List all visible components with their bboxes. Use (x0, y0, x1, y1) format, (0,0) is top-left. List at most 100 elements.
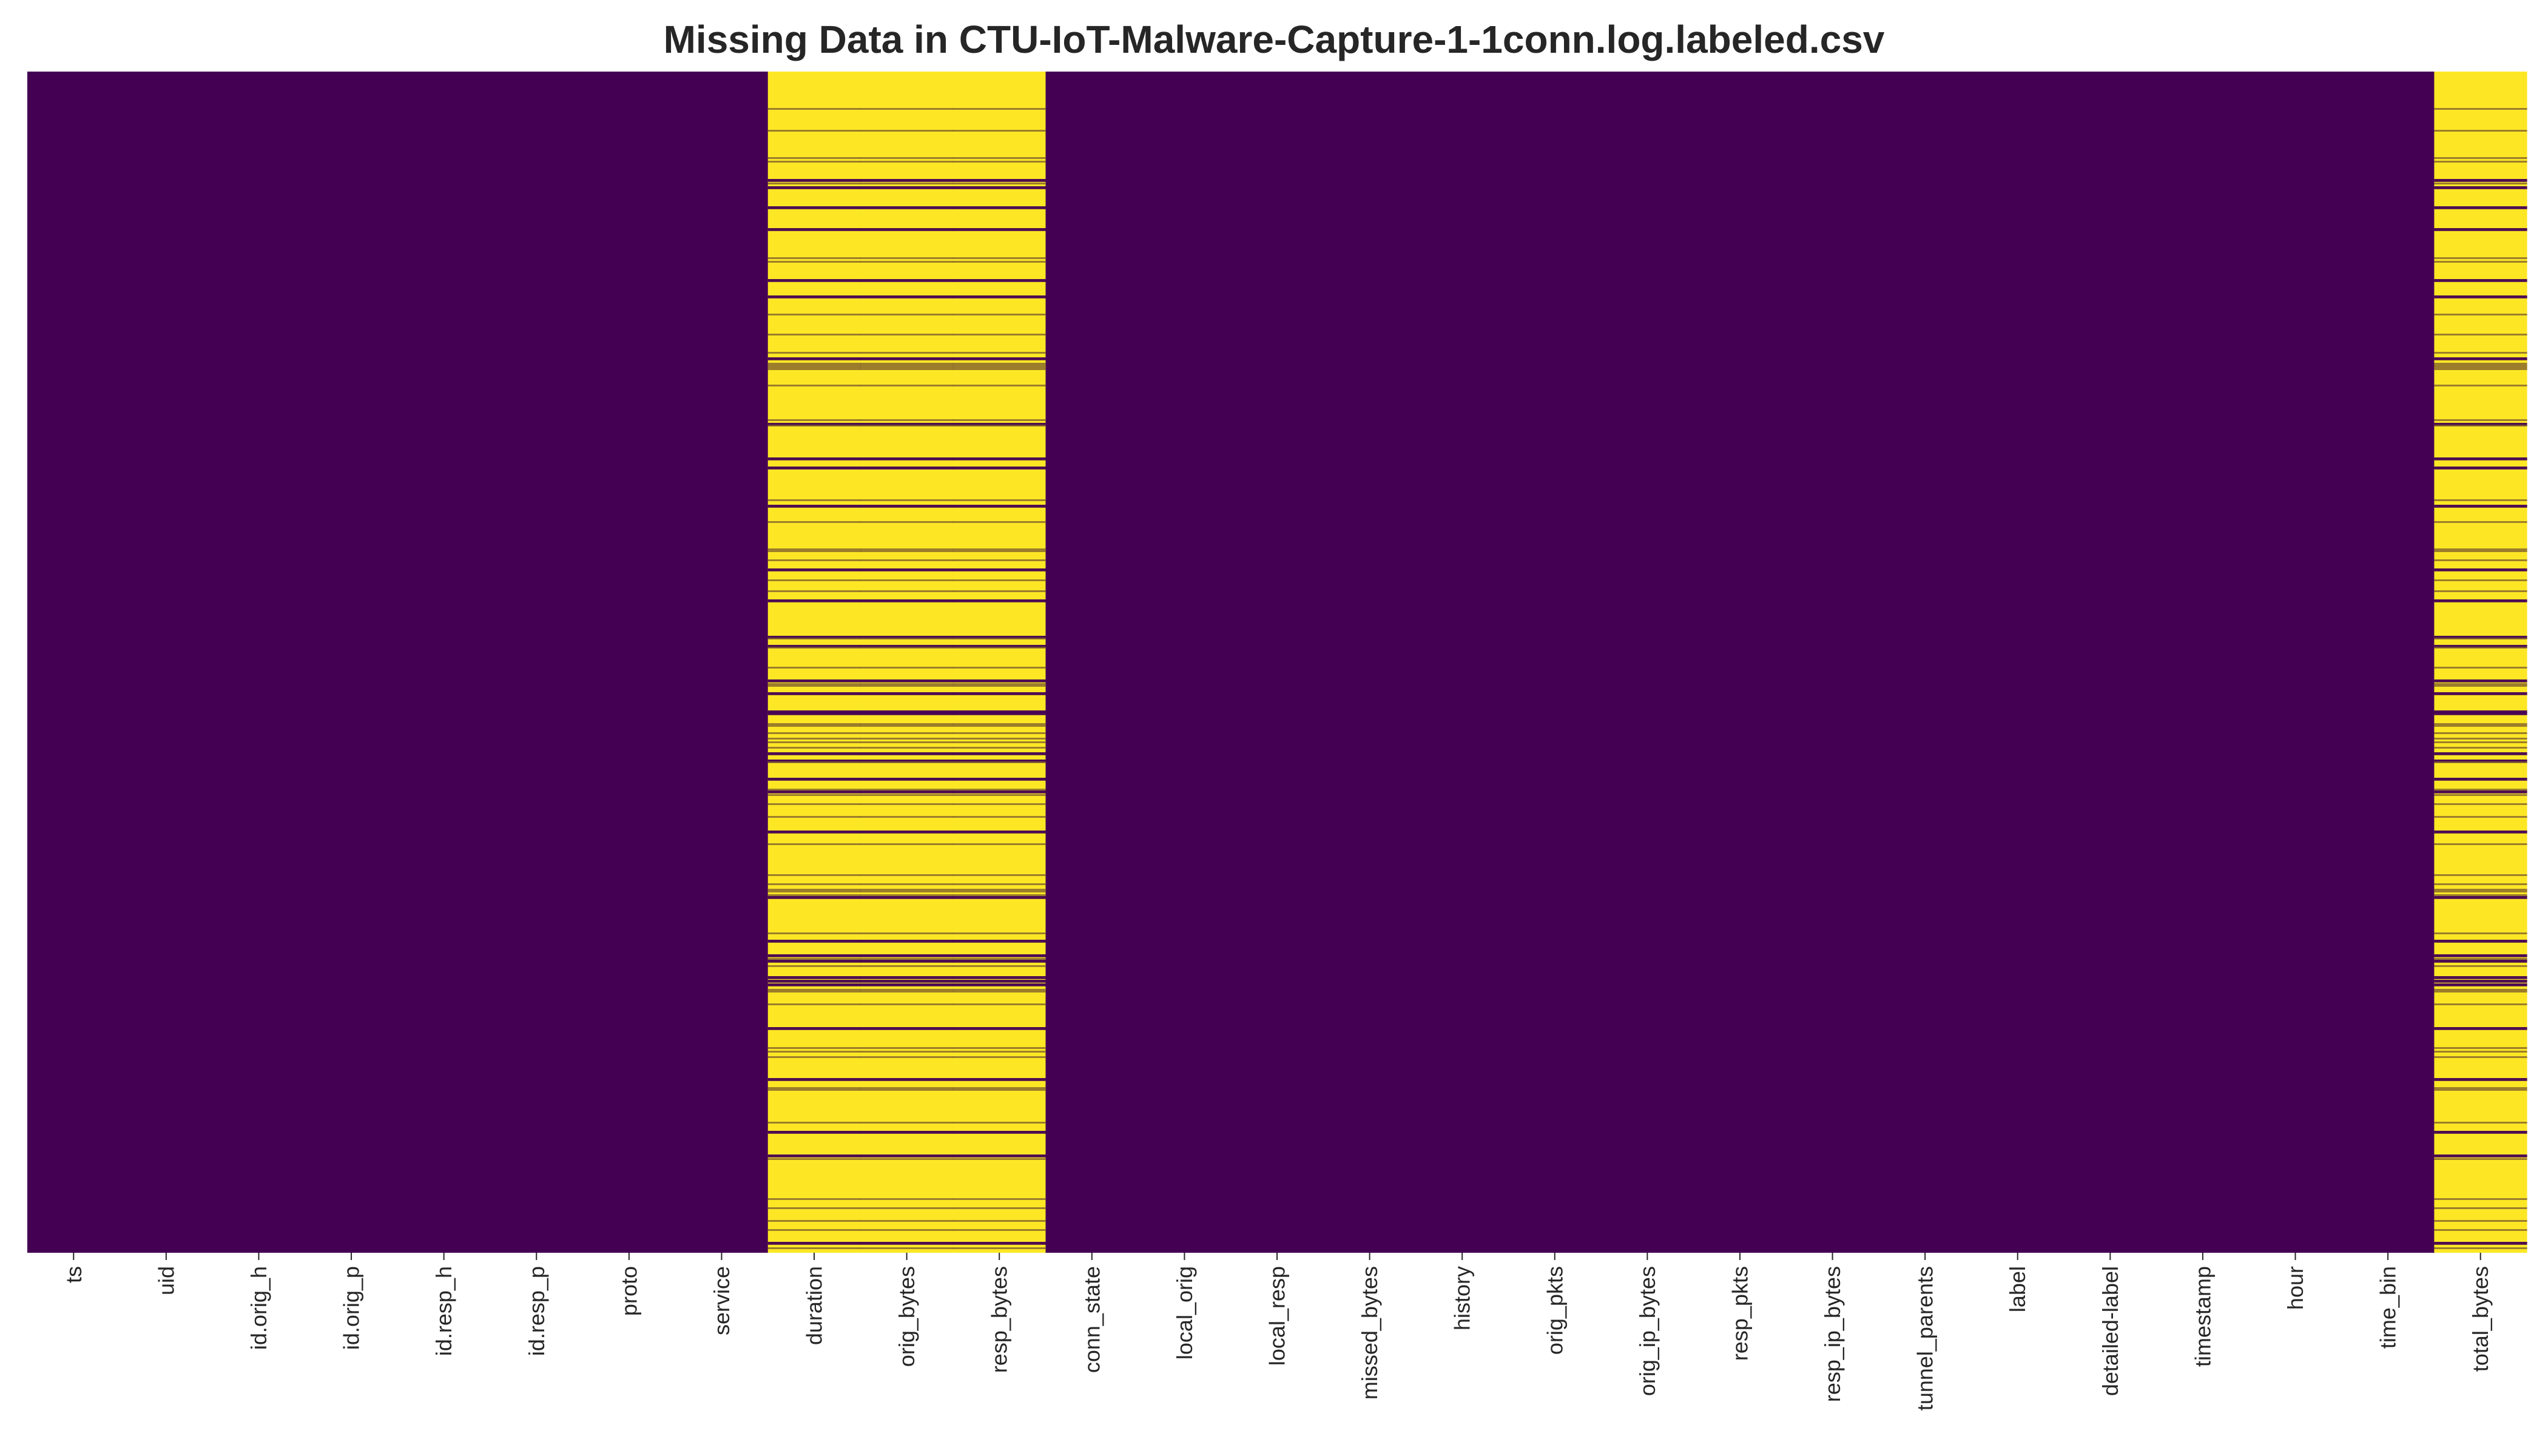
present-row-stripe (860, 692, 954, 695)
present-row-stripe (952, 683, 1046, 685)
present-row-stripe (767, 108, 861, 110)
present-row-stripe (860, 352, 954, 354)
present-row-stripe (860, 725, 954, 727)
present-row-stripe (952, 183, 1046, 184)
present-row-stripe (952, 723, 1046, 725)
heatmap-column-id.resp_h (397, 72, 491, 1253)
present-row-stripe (767, 1087, 861, 1089)
present-row-stripe (952, 761, 1046, 763)
present-row-stripe (860, 334, 954, 335)
present-row-stripe (767, 712, 861, 715)
present-row-stripe (952, 1154, 1046, 1158)
present-row-stripe (2434, 738, 2527, 740)
x-tick-label-orig_pkts: orig_pkts (1542, 1266, 1567, 1355)
present-row-stripe (952, 991, 1046, 993)
present-row-stripe (952, 467, 1046, 470)
x-tick-label-duration: duration (802, 1266, 827, 1345)
present-row-stripe (767, 157, 861, 159)
present-row-stripe (952, 363, 1046, 365)
present-row-stripe (767, 685, 861, 687)
present-row-stripe (767, 425, 861, 426)
present-row-stripe (860, 1051, 954, 1053)
present-row-stripe (860, 831, 954, 834)
present-row-stripe (767, 457, 861, 460)
present-row-stripe (2434, 932, 2527, 934)
present-row-stripe (952, 891, 1046, 892)
heatmap-cells (27, 72, 2527, 1253)
present-row-stripe (952, 425, 1046, 426)
present-row-stripe (2434, 1131, 2527, 1134)
present-row-stripe (767, 186, 861, 189)
present-row-stripe (860, 385, 954, 386)
heatmap-column-id.orig_h (212, 72, 306, 1253)
present-row-stripe (767, 357, 861, 360)
present-row-stripe (952, 599, 1046, 602)
present-row-stripe (2434, 590, 2527, 592)
present-row-stripe (767, 1122, 861, 1124)
present-row-stripe (2434, 803, 2527, 805)
present-row-stripe (2434, 1247, 2527, 1249)
present-row-stripe (767, 1198, 861, 1200)
present-row-stripe (2434, 157, 2527, 159)
present-row-stripe (860, 568, 954, 571)
x-tick-label-local_orig: local_orig (1172, 1266, 1197, 1360)
present-row-stripe (767, 954, 861, 957)
present-row-stripe (2434, 357, 2527, 360)
present-row-stripe (952, 579, 1046, 581)
present-row-stripe (952, 1229, 1046, 1231)
present-row-stripe (952, 738, 1046, 740)
present-row-stripe (860, 499, 954, 501)
present-row-stripe (2434, 889, 2527, 891)
present-row-stripe (952, 760, 1046, 763)
present-row-stripe (860, 647, 954, 649)
present-row-stripe (860, 186, 954, 189)
present-row-stripe (860, 295, 954, 298)
present-row-stripe (860, 989, 954, 991)
present-row-stripe (860, 1198, 954, 1200)
present-row-stripe (2434, 334, 2527, 335)
present-row-stripe (952, 989, 1046, 991)
present-row-stripe (860, 965, 954, 967)
present-row-stripe (860, 1122, 954, 1124)
heatmap-column-orig_bytes (860, 72, 954, 1253)
present-row-stripe (767, 314, 861, 315)
present-row-stripe (2434, 279, 2527, 282)
x-tick-label-tunnel_parents: tunnel_parents (1913, 1266, 1938, 1410)
present-row-stripe (952, 130, 1046, 132)
present-row-stripe (2434, 679, 2527, 682)
present-row-stripe (767, 789, 861, 790)
present-row-stripe (952, 741, 1046, 743)
present-row-stripe (2434, 692, 2527, 695)
present-row-stripe (2434, 816, 2527, 818)
present-row-stripe (952, 1207, 1046, 1209)
present-row-stripe (860, 636, 954, 639)
heatmap-column-proto (582, 72, 676, 1253)
present-row-stripe (860, 550, 954, 552)
present-row-stripe (860, 521, 954, 523)
present-row-stripe (952, 1131, 1046, 1134)
present-row-stripe (767, 1027, 861, 1030)
present-row-stripe (860, 1056, 954, 1058)
x-tick-label-proto: proto (616, 1266, 641, 1316)
present-row-stripe (767, 679, 861, 682)
x-tick-label-resp_pkts: resp_pkts (1727, 1266, 1752, 1361)
present-row-stripe (767, 976, 861, 979)
present-row-stripe (952, 794, 1046, 796)
present-row-stripe (2434, 760, 2527, 763)
present-row-stripe (860, 932, 954, 934)
heatmap-column-conn_state (1045, 72, 1139, 1253)
heatmap-column-resp_bytes (952, 72, 1046, 1253)
heatmap-column-total_bytes (2434, 72, 2527, 1253)
present-row-stripe (952, 357, 1046, 360)
heatmap-column-orig_ip_bytes (1601, 72, 1694, 1253)
present-row-stripe (2434, 559, 2527, 561)
present-row-stripe (2434, 467, 2527, 470)
present-row-stripe (952, 778, 1046, 781)
present-row-stripe (860, 891, 954, 892)
present-row-stripe (952, 352, 1046, 354)
heatmap-column-hour (2249, 72, 2342, 1253)
present-row-stripe (2434, 183, 2527, 184)
present-row-stripe (2434, 366, 2527, 368)
present-row-stripe (767, 1078, 861, 1081)
